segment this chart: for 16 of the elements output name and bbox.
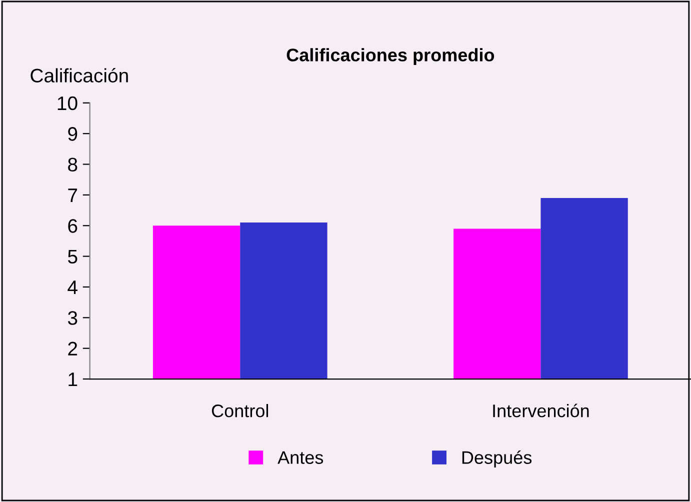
y-axis-title: Calificación (30, 68, 128, 82)
y-tick-label: 8 (68, 158, 78, 172)
x-tick-label: Intervención (493, 404, 589, 418)
chart-title: Calificaciones promedio (286, 48, 494, 65)
y-tick-label: 7 (68, 188, 78, 202)
y-tick-label: 1 (68, 372, 78, 386)
y-tick-label: 3 (68, 311, 78, 325)
y-tick-label: 9 (68, 127, 78, 141)
y-tick-label: 2 (68, 342, 78, 356)
y-tick-label: 4 (68, 280, 78, 294)
x-tick-label: Control (212, 404, 268, 418)
y-tick-label: 6 (68, 219, 78, 233)
y-tick-label: 10 (58, 96, 78, 110)
legend-label: Después (462, 450, 532, 468)
legend-label: Antes (278, 451, 324, 464)
y-tick-label: 5 (68, 250, 78, 264)
